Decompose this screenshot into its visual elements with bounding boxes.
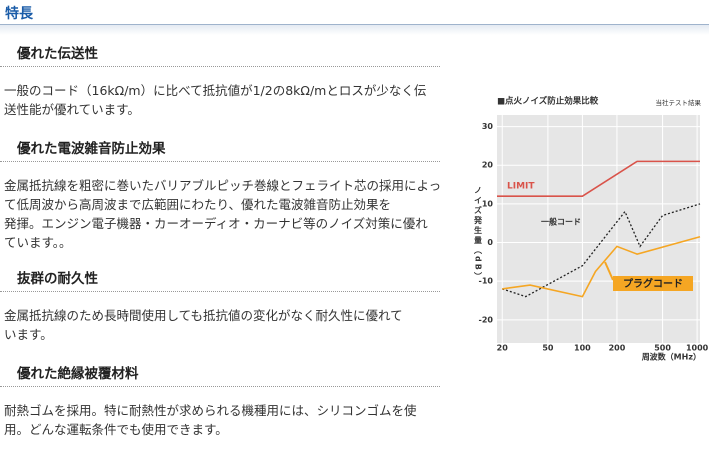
x-tick-label: 50: [542, 344, 554, 353]
y-axis-label: ノイズ発生量（dB）: [473, 186, 483, 282]
y-tick-label: 20: [482, 161, 494, 170]
body-line: います。: [4, 327, 53, 342]
series-label: プラグコード: [623, 277, 683, 290]
y-tick-label: 10: [482, 199, 494, 208]
x-tick-label: 20: [497, 344, 509, 353]
y-tick-label: 30: [482, 122, 494, 131]
header-title: 特長: [5, 6, 33, 22]
body-line: 一般のコード（16kΩ/m）に比べて抵抗値が1/2の8kΩ/mとロスが少なく伝: [4, 83, 427, 98]
series-label-leader: [604, 261, 614, 281]
section-rule: [0, 386, 440, 387]
section-rule: [0, 161, 440, 162]
chart-title: ■点火ノイズ防止効果比較: [497, 96, 599, 107]
section-rule: [0, 291, 440, 292]
section-rule: [0, 66, 440, 67]
x-tick-label: 200: [609, 344, 626, 353]
body-line: 発揮。エンジン電子機器・カーオーディオ・カーナビ等のノイズ対策に優れ: [4, 216, 428, 231]
series-line: [502, 203, 701, 298]
body-line: 金属抵抗線のため長時間使用しても抵抗値の変化がなく耐久性に優れて: [4, 308, 403, 323]
chart: ■点火ノイズ防止効果比較 当社テスト結果 ノイズ発生量（dB） 周波数（MHz）…: [473, 96, 709, 362]
body-line: 送性能が優れています。: [4, 102, 140, 117]
series-label: LIMIT: [507, 182, 535, 192]
series-line: [497, 160, 700, 197]
x-axis-label: 周波数（MHz）: [642, 352, 701, 362]
y-tick-label: -10: [479, 277, 494, 286]
x-tick-label: 500: [654, 344, 671, 353]
series-label-box: [613, 276, 693, 291]
body-line: 金属抵抗線を粗密に巻いたバリアブルピッチ巻線とフェライト芯の採用によっ: [4, 178, 442, 193]
body-line: て低周波から高周波まで広範囲にわたり、優れた電波雑音防止効果を: [4, 197, 392, 212]
header-rule: [0, 24, 709, 35]
section-heading: 優れた伝送性: [17, 46, 98, 62]
section-heading: 抜群の耐久性: [17, 271, 98, 287]
body-line: 耐熱ゴムを採用。特に耐熱性が求められる機種用には、シリコンゴムを使: [4, 403, 417, 418]
chart-note: 当社テスト結果: [656, 98, 702, 107]
section-heading: 優れた絶縁被覆材料: [17, 366, 139, 382]
x-tick-label: 1000: [686, 344, 709, 353]
x-tick-label: 100: [574, 344, 591, 353]
series-label: 一般コード: [541, 217, 581, 227]
plot-area: [497, 115, 700, 343]
y-tick-label: -20: [479, 315, 494, 324]
section-heading: 優れた電波雑音防止効果: [17, 141, 166, 157]
body-line: 用。どんな運転条件でも使用できます。: [4, 422, 228, 437]
y-tick-label: 0: [487, 238, 493, 247]
series-line: [502, 235, 701, 298]
body-line: ています。。: [4, 235, 72, 250]
